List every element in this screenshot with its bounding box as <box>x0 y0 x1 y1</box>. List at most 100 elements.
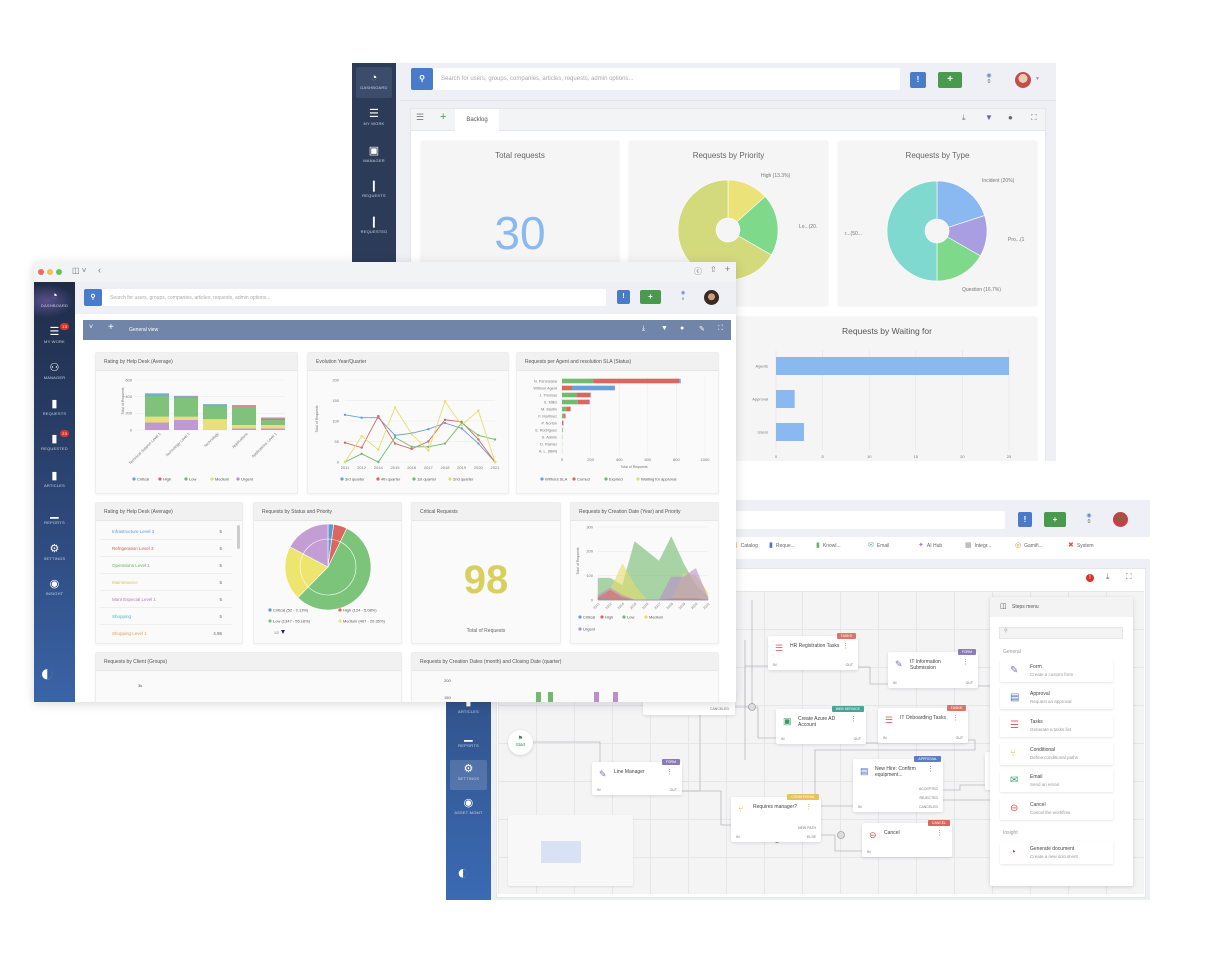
node-menu-icon[interactable]: ⋮ <box>842 643 849 650</box>
port-out[interactable]: ELSE <box>807 835 816 839</box>
new-tab-icon[interactable]: + <box>725 264 731 274</box>
sidebar-item-articles[interactable]: ▮ ARTICLES <box>34 470 75 488</box>
rating-row[interactable]: Infrastructure Level 3 5 <box>100 523 232 540</box>
port-in[interactable]: IN <box>893 681 897 685</box>
nav-tab-knowl[interactable]: ▮ Knowl... <box>816 541 841 549</box>
sidebar-item-reports[interactable]: ▁ REPORTS <box>446 730 491 748</box>
workflow-node[interactable]: ▣ Create Azure AD Account WEB SERVICE ⋮ IN OU… <box>776 706 866 744</box>
filter-icon[interactable]: ▼ <box>985 113 993 122</box>
clock-icon[interactable]: ● <box>680 325 685 332</box>
rating-row[interactable]: Shopping 5 <box>100 608 232 625</box>
share-icon[interactable]: ⇧ <box>710 265 717 274</box>
add-view-icon[interactable]: + <box>108 322 114 333</box>
step-email[interactable]: ✉ Email Send an email <box>1000 770 1113 792</box>
port-in[interactable]: IN <box>736 835 740 839</box>
filter-icon[interactable]: ▼ <box>661 325 668 332</box>
step-approval[interactable]: ▤ Approval Request an approval <box>1000 687 1113 709</box>
minimize-window-button[interactable] <box>47 269 53 275</box>
nav-tab-reque[interactable]: ▮ Reque... <box>769 541 795 549</box>
sidebar-item-dashboard[interactable]: ◔ DASHBOARD <box>352 72 396 90</box>
rating-row[interactable]: Refrigeration Level 3 5 <box>100 540 232 557</box>
node-menu-icon[interactable]: ⋮ <box>952 715 959 722</box>
sidebar-item-settings[interactable]: ⚙ SETTINGS <box>34 543 75 561</box>
workflow-node[interactable]: ▤ New Hire: Confirm equipment... APPROVAL ⋮… <box>853 756 943 812</box>
step-form[interactable]: ✎ Form Create a custom form <box>1000 660 1113 682</box>
sidebar-item-settings[interactable]: ⚙ SETTINGS <box>446 763 491 781</box>
sidebar-item-my-work[interactable]: ☰ MY WORK <box>352 108 396 126</box>
port-out[interactable]: NEW PATH <box>798 826 816 830</box>
download-icon[interactable]: ⓒ <box>694 267 702 276</box>
sidebar-item-insight[interactable]: ◉ INSIGHT <box>34 578 75 596</box>
minimap[interactable] <box>508 815 633 886</box>
rating-row[interactable]: Maintenance 5 <box>100 574 232 591</box>
workflow-node[interactable]: ✎ IT Information Submission FORM ⋮ IN OUT <box>888 649 978 688</box>
fullscreen-icon[interactable]: ⛶ <box>1126 572 1132 581</box>
add-tab-icon[interactable]: + <box>440 111 447 123</box>
search-button[interactable]: ⚲ <box>84 289 102 306</box>
alert-icon[interactable]: ! <box>1086 574 1094 582</box>
avatar[interactable] <box>1015 72 1031 88</box>
port-out[interactable]: REJECTED <box>919 796 938 800</box>
gamification-icon[interactable]: ◉ 0 <box>680 290 686 301</box>
port-out[interactable]: CANCELED <box>918 805 938 809</box>
add-button[interactable]: + <box>938 72 962 88</box>
port-in[interactable]: IN <box>858 805 862 809</box>
port-in[interactable]: IN <box>867 850 871 854</box>
search-input[interactable]: Search for users, groups, companies, art… <box>102 289 606 306</box>
node-menu-icon[interactable]: ⋮ <box>666 769 673 776</box>
back-icon[interactable]: ‹ <box>98 265 101 275</box>
sidebar-item-dashboard[interactable]: ◔ DASHBOARD <box>34 290 75 308</box>
avatar[interactable] <box>704 290 719 305</box>
workflow-node[interactable]: ☰ HR Registration Tasks TASKS ⋮ IN OUT <box>768 633 858 670</box>
avatar-dropdown-icon[interactable]: ▼ <box>1035 76 1040 82</box>
sidebar-item-requests[interactable]: ▮ REQUESTS <box>34 398 75 416</box>
menu-icon[interactable]: ☰ <box>416 112 425 122</box>
collapse-icon[interactable]: ˅ <box>89 324 94 331</box>
node-menu-icon[interactable]: ⋮ <box>927 766 934 773</box>
add-button[interactable]: + <box>1044 512 1066 527</box>
nav-tab-integr[interactable]: ▦ Integr... <box>965 541 991 549</box>
rating-row[interactable]: Mant Especial Level 1 5 <box>100 591 232 608</box>
port-out[interactable]: OUT <box>853 737 861 741</box>
workflow-node[interactable]: ✎ Line Manager FORM ⋮ IN OUT <box>592 759 682 795</box>
sidebar-item-articles[interactable]: ▮ ARTICLES <box>446 696 491 714</box>
port-out[interactable]: OUT <box>845 663 853 667</box>
port-out[interactable]: ACCEPTED <box>918 787 938 791</box>
download-icon[interactable]: ⤓ <box>642 325 646 332</box>
sidebar-item-reports[interactable]: ▁ REPORTS <box>34 507 75 525</box>
gamification-icon[interactable]: ◉ 0 <box>986 73 992 85</box>
clock-icon[interactable]: ● <box>1008 113 1013 122</box>
nav-tab-gamifi[interactable]: ◎ Gamifi... <box>1015 541 1043 549</box>
nav-tab-aihub[interactable]: ✦ AI Hub <box>918 541 942 549</box>
workflow-node[interactable]: ⊖ Cancel CANCEL ⋮ IN <box>862 820 952 857</box>
start-node[interactable]: ⚑ Start <box>508 730 533 755</box>
node-menu-icon[interactable]: ⋮ <box>936 830 943 837</box>
step-conditional[interactable]: ⑂ Conditional Define conditional paths <box>1000 743 1113 765</box>
nav-tab-email[interactable]: ✉ Email <box>868 541 889 549</box>
fullscreen-icon[interactable]: ⛶ <box>1031 113 1037 122</box>
scrollbar[interactable] <box>237 525 240 549</box>
gamification-icon[interactable]: ◉ 0 <box>1086 513 1092 525</box>
download-icon[interactable]: ⤓ <box>962 113 966 122</box>
sidebar-item-manager[interactable]: ⚇ MANAGER <box>34 362 75 380</box>
port-in[interactable]: IN <box>597 788 601 792</box>
search-button[interactable]: ⚲ <box>411 68 433 90</box>
workflow-node[interactable]: ⑂ Requires manager? CONDITIONAL ⋮ IN NEW PATH… <box>731 794 821 842</box>
search-input[interactable]: Search for users, groups, companies, art… <box>433 68 900 90</box>
rating-row[interactable]: Operations Level 1 5 <box>100 557 232 574</box>
minimap-viewport[interactable] <box>541 841 581 863</box>
step-generate-document[interactable]: ◔ Generate document Create a new document <box>1000 842 1113 864</box>
sidebar-item-requests[interactable]: ❙ REQUESTS <box>352 180 396 198</box>
add-button[interactable]: + <box>640 290 661 304</box>
node-menu-icon[interactable]: ⋮ <box>805 804 812 811</box>
node-menu-icon[interactable]: ⋮ <box>850 716 857 723</box>
step-tasks[interactable]: ☰ Tasks Generate a tasks list <box>1000 715 1113 737</box>
close-window-button[interactable] <box>38 269 44 275</box>
avatar[interactable] <box>1113 512 1128 527</box>
fullscreen-icon[interactable]: ⛶ <box>718 325 723 332</box>
sidebar-item-requested[interactable]: ▮ REQUESTED 23 <box>34 430 75 451</box>
port-in[interactable]: IN <box>883 736 887 740</box>
sidebar-item-asset-mgmt[interactable]: ◉ ASSET MGMT <box>446 797 491 815</box>
edit-icon[interactable]: ✎ <box>699 326 705 333</box>
steps-search-input[interactable]: ⚲ <box>999 627 1123 639</box>
